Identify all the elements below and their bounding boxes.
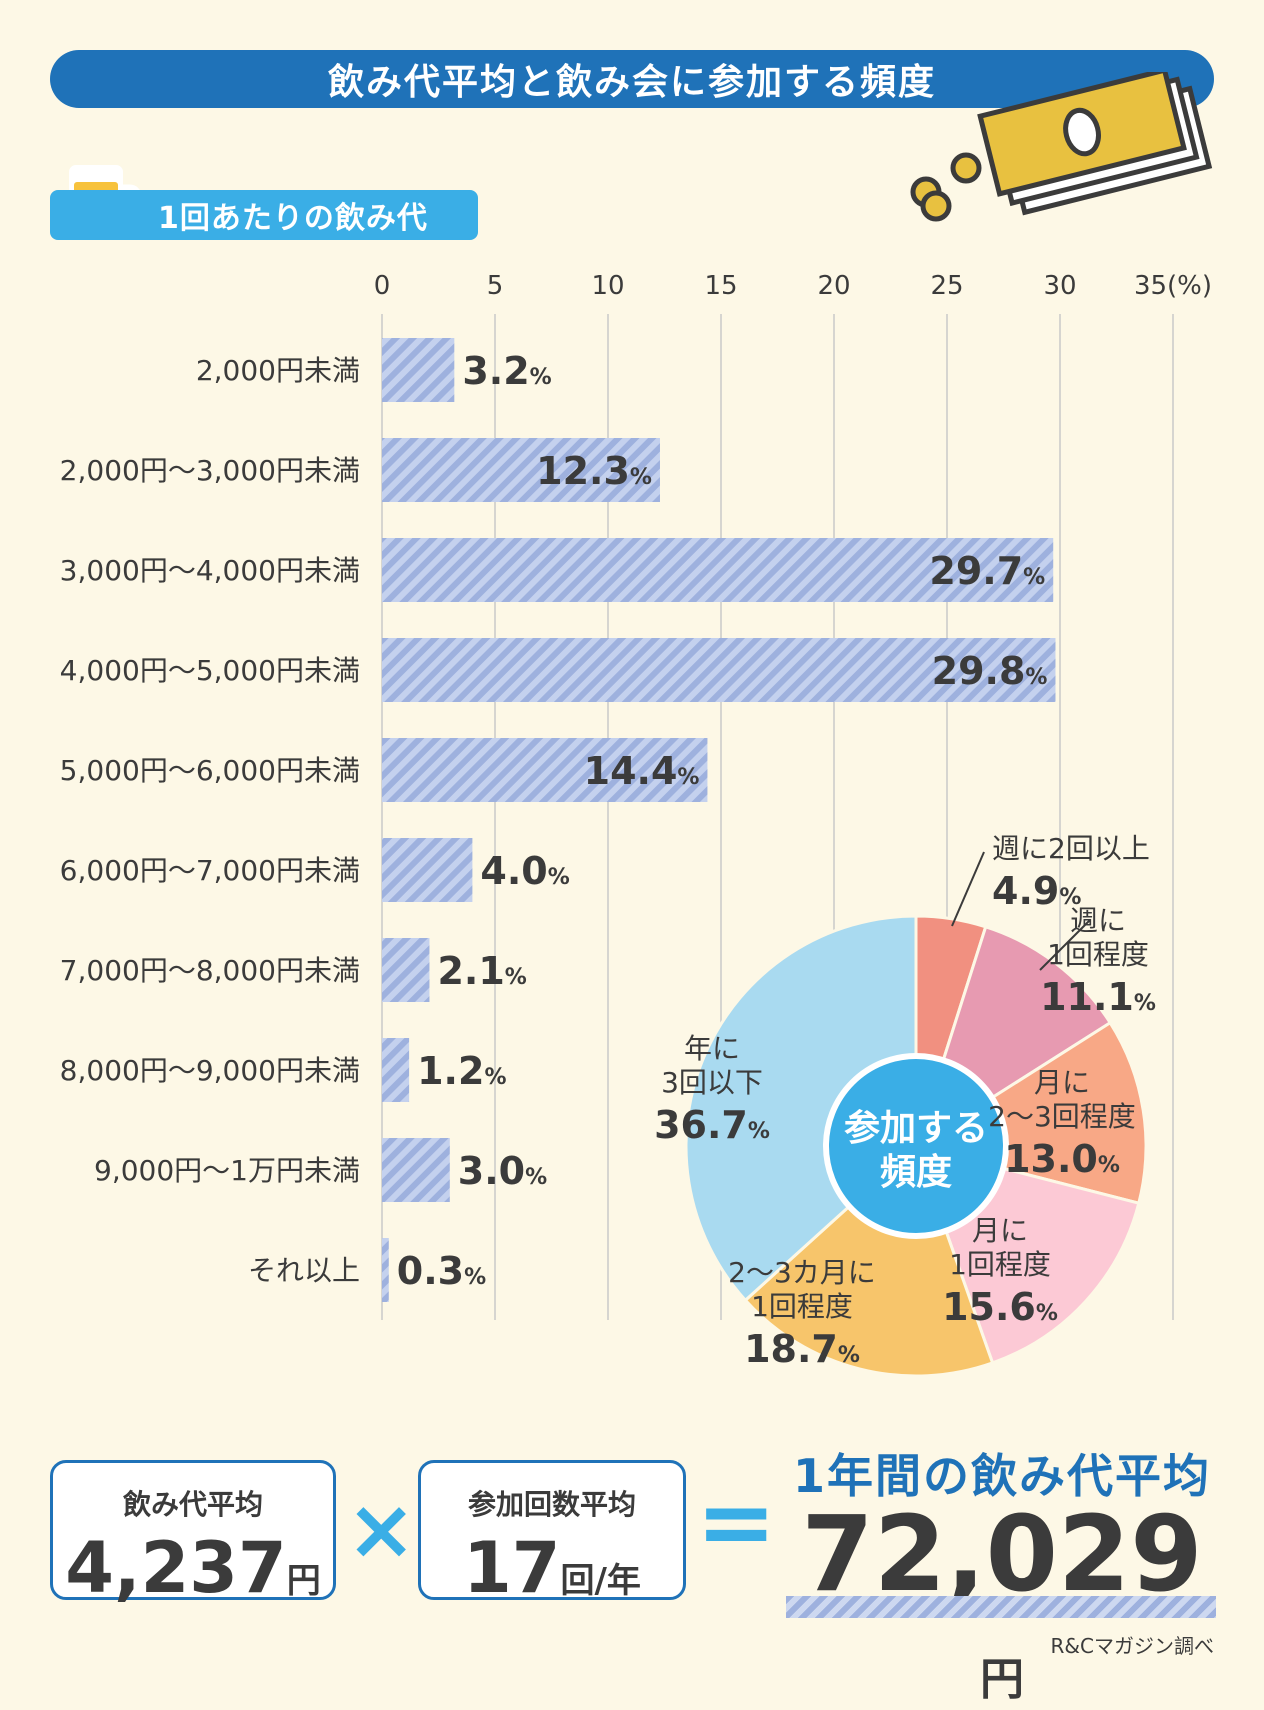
bar-value-label: 3.2%	[462, 349, 551, 393]
x-tick-label: 10	[591, 271, 624, 301]
donut-center	[823, 1053, 1009, 1239]
category-label: 5,000円～6,000円未満	[60, 754, 360, 787]
category-label: 2,000円未満	[196, 354, 360, 387]
category-label: 6,000円～7,000円未満	[60, 854, 360, 887]
times-sign: ×	[346, 1480, 417, 1578]
pie-value-label: 4.9%	[992, 869, 1081, 913]
category-label: 2,000円～3,000円未満	[60, 454, 360, 487]
category-label: それ以上	[248, 1254, 360, 1287]
pie-slice-label: 1回程度	[751, 1290, 853, 1323]
bar	[382, 1038, 410, 1102]
result-unit: 円	[980, 1654, 1024, 1705]
bar-value-unit: %	[548, 865, 570, 890]
x-tick-label: 5	[487, 271, 504, 301]
x-tick-label: 15	[704, 271, 737, 301]
category-label: 7,000円～8,000円未満	[60, 954, 360, 987]
donut-center-label: 頻度	[880, 1152, 952, 1193]
avg-count-value: 17回/年	[421, 1533, 683, 1603]
pie-slice-label: 3回以下	[661, 1066, 763, 1099]
chart: 0 5 10 15 20 25 30 35(%) 2,000円未満 3.2% 2,000円～3,0…	[60, 271, 1212, 1378]
pie-value-label: 11.1%	[1040, 975, 1156, 1019]
bar	[382, 1238, 389, 1302]
bar-value-unit: %	[1025, 665, 1047, 690]
x-tick-label: 0	[374, 271, 391, 301]
category-label: 4,000円～5,000円未満	[60, 654, 360, 687]
x-tick-label: 30	[1043, 271, 1076, 301]
bar	[382, 338, 455, 402]
avg-cost-value: 4,237円	[53, 1533, 333, 1603]
x-tick-label: 35(%)	[1134, 271, 1212, 301]
bar-value-unit: %	[1023, 565, 1045, 590]
avg-cost-box: 飲み代平均 4,237円	[50, 1460, 336, 1603]
avg-count-unit: 回/年	[560, 1561, 641, 1601]
pie-value-unit: %	[1036, 1301, 1058, 1326]
pie-slice-label: 2～3回程度	[988, 1100, 1136, 1133]
pie-slice-label: 週に2回以上	[992, 832, 1150, 865]
bar	[382, 938, 430, 1002]
pie-value-unit: %	[1134, 991, 1156, 1016]
page-title: 飲み代平均と飲み会に参加する頻度	[50, 50, 1214, 108]
pie-slice-label: 2～3カ月に	[728, 1256, 876, 1289]
bar	[382, 538, 1054, 602]
leader-line	[1039, 919, 1091, 971]
category-label: 9,000円～1万円未満	[94, 1154, 360, 1187]
bar-value-label: 0.3%	[397, 1249, 486, 1293]
bar-value-label: 2.1%	[437, 949, 526, 993]
pie-value-unit: %	[1098, 1153, 1120, 1178]
pie-slice-label: 1回程度	[1047, 938, 1149, 971]
category-label: 8,000円～9,000円未満	[60, 1054, 360, 1087]
bar	[382, 438, 660, 502]
x-tick-label: 20	[817, 271, 850, 301]
pie-slice-label: 週に	[1070, 904, 1126, 937]
avg-cost-unit: 円	[286, 1561, 321, 1601]
bar-value-unit: %	[505, 965, 527, 990]
bar-value-unit: %	[484, 1065, 506, 1090]
avg-cost-label: 飲み代平均	[122, 1488, 263, 1521]
pie-value-unit: %	[748, 1119, 770, 1144]
pie-value-unit: %	[838, 1343, 860, 1368]
bar	[382, 1138, 450, 1202]
avg-count-box: 参加回数平均 17回/年	[418, 1460, 686, 1603]
bar-value-label: 3.0%	[458, 1149, 547, 1193]
result-value: 72,029円	[782, 1502, 1222, 1710]
pie-slice-label: 月に	[1034, 1066, 1090, 1099]
pie-slice-label: 年に	[684, 1032, 740, 1065]
bar-value-label: 4.0%	[480, 849, 569, 893]
bar	[382, 838, 473, 902]
section-label: 1回あたりの飲み代	[50, 190, 478, 240]
avg-count-label: 参加回数平均	[467, 1488, 636, 1521]
avg-cost-number: 4,237	[65, 1527, 287, 1609]
money-icon	[910, 72, 1213, 222]
bar-value-unit: %	[630, 465, 652, 490]
bar-value-label: 1.2%	[417, 1049, 506, 1093]
pie-slice-label: 月に	[972, 1214, 1028, 1247]
result-underline	[786, 1596, 1216, 1618]
leader-line	[951, 851, 985, 927]
pie-value-unit: %	[1059, 885, 1081, 910]
x-tick-label: 25	[930, 271, 963, 301]
pie-slice-label: 1回程度	[949, 1248, 1051, 1281]
bar-value-unit: %	[677, 765, 699, 790]
bar-value-unit: %	[464, 1265, 486, 1290]
pie-slice	[684, 914, 918, 1303]
equals-sign: =	[696, 1466, 777, 1578]
bar-value-unit: %	[530, 365, 552, 390]
source-note: R&Cマガジン調べ	[1050, 1634, 1214, 1658]
result-label: 1年間の飲み代平均	[792, 1449, 1211, 1503]
bar	[382, 638, 1056, 702]
bar	[382, 738, 708, 802]
result-number: 72,029	[801, 1493, 1203, 1615]
bar-value-unit: %	[525, 1165, 547, 1190]
avg-count-number: 17	[463, 1527, 561, 1609]
category-label: 3,000円～4,000円未満	[60, 554, 360, 587]
donut-center-label: 参加する	[844, 1108, 988, 1149]
